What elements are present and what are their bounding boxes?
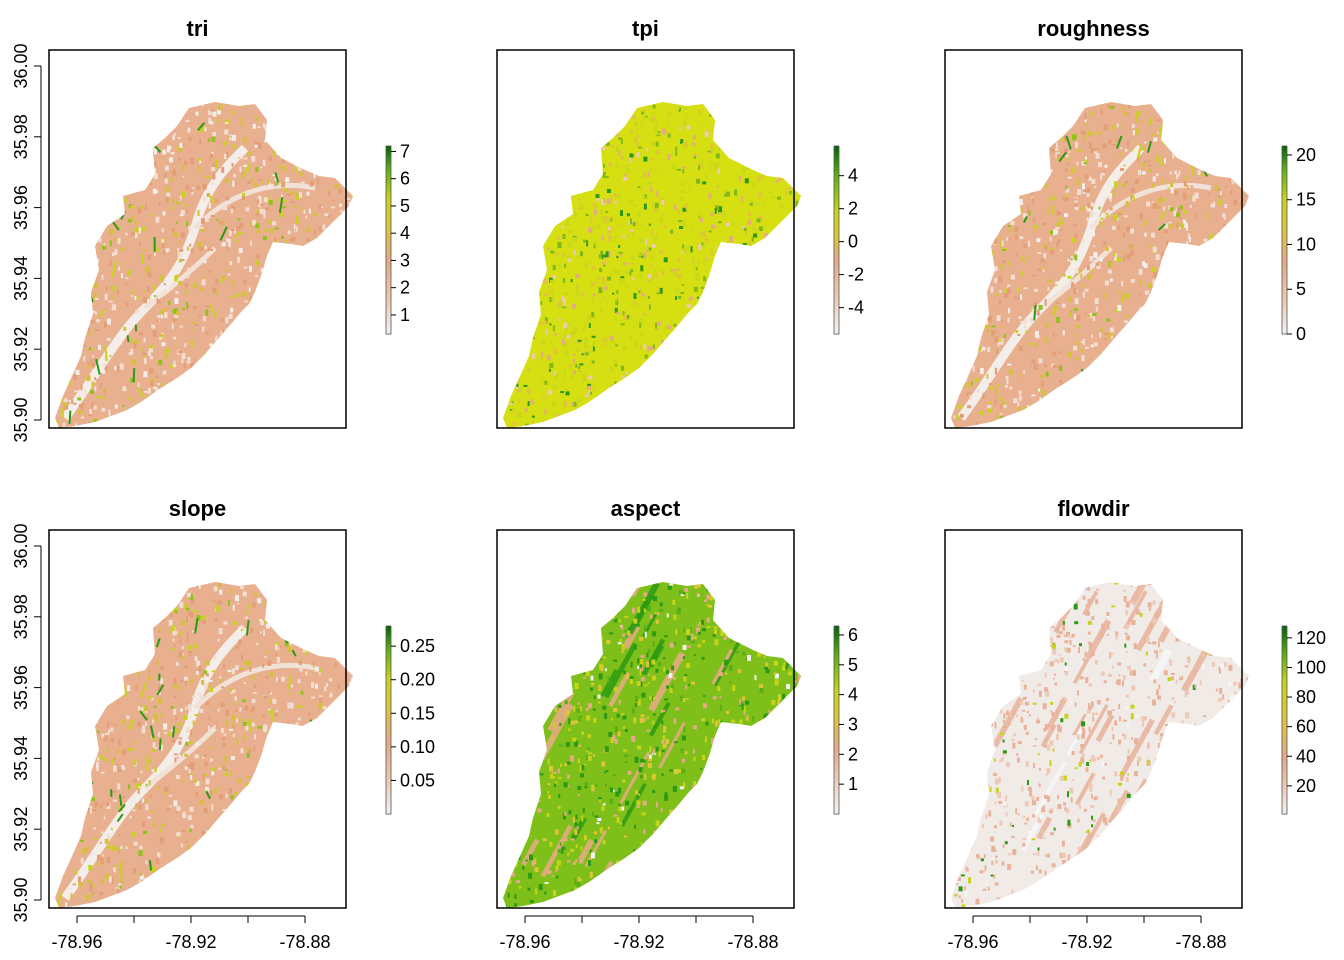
watershed-raster bbox=[503, 102, 801, 428]
legend-colorbar: 7 6 5 4 3 2 1 bbox=[385, 141, 410, 335]
x-tick-label: -78.92 bbox=[1061, 932, 1112, 952]
watershed-raster bbox=[503, 582, 801, 908]
watershed-raster bbox=[951, 582, 1249, 908]
y-tick-label: 36.00 bbox=[11, 43, 31, 88]
panel-title: aspect bbox=[611, 496, 681, 521]
y-axis: 36.00 35.98 35.96 35.94 35.92 35.90 bbox=[11, 43, 42, 443]
legend-label: 2 bbox=[400, 278, 410, 298]
legend-label: 40 bbox=[1296, 746, 1316, 766]
legend-label: 0.10 bbox=[400, 737, 435, 757]
panel-tri: tri 7 6 5 4 3 2 1 bbox=[48, 16, 410, 429]
x-tick-label: -78.92 bbox=[613, 932, 664, 952]
plot-frame bbox=[944, 49, 1243, 429]
legend-label: 1 bbox=[848, 774, 858, 794]
x-tick-label: -78.88 bbox=[279, 932, 330, 952]
y-tick-label: 36.00 bbox=[11, 523, 31, 568]
x-tick-label: -78.88 bbox=[727, 932, 778, 952]
panel-title: flowdir bbox=[1057, 496, 1130, 521]
legend-colorbar: 120 100 80 60 40 20 bbox=[1281, 625, 1326, 815]
legend-label: 2 bbox=[848, 744, 858, 764]
x-axis: -78.96 -78.92 -78.88 bbox=[499, 915, 779, 952]
legend-label: 15 bbox=[1296, 190, 1316, 210]
legend-label: 6 bbox=[848, 625, 858, 645]
legend-label: 100 bbox=[1296, 657, 1326, 677]
legend-label: 1 bbox=[400, 305, 410, 325]
legend-label: 3 bbox=[400, 250, 410, 270]
legend-label: 0.15 bbox=[400, 703, 435, 723]
y-axis: 36.00 35.98 35.96 35.94 35.92 35.90 bbox=[11, 523, 42, 923]
x-tick-label: -78.88 bbox=[1175, 932, 1226, 952]
panel-aspect: aspect 6 5 4 3 2 1 bbox=[496, 496, 858, 909]
legend-colorbar: 4 2 0 -2 -4 bbox=[833, 145, 864, 335]
y-tick-label: 35.94 bbox=[11, 736, 31, 781]
panel-title: tri bbox=[187, 16, 209, 41]
y-tick-label: 35.98 bbox=[11, 114, 31, 159]
y-tick-label: 35.92 bbox=[11, 807, 31, 852]
legend-label: 5 bbox=[1296, 279, 1306, 299]
legend-label: 0 bbox=[1296, 324, 1306, 344]
panel-tpi: tpi 4 2 0 -2 -4 bbox=[496, 16, 864, 429]
plot-frame bbox=[48, 49, 347, 429]
legend-label: -2 bbox=[848, 265, 864, 285]
plot-frame bbox=[944, 529, 1243, 909]
legend-colorbar: 20 15 10 5 0 bbox=[1281, 145, 1316, 344]
watershed-raster bbox=[55, 582, 353, 908]
legend-colorbar: 6 5 4 3 2 1 bbox=[833, 625, 858, 815]
legend-label: 3 bbox=[848, 714, 858, 734]
legend-label: 80 bbox=[1296, 687, 1316, 707]
y-tick-label: 35.92 bbox=[11, 327, 31, 372]
legend-label: 4 bbox=[848, 166, 858, 186]
panel-roughness: roughness 20 15 10 5 0 bbox=[944, 16, 1316, 429]
legend-colorbar: 0.25 0.20 0.15 0.10 0.05 bbox=[385, 625, 435, 815]
legend-label: 0.25 bbox=[400, 636, 435, 656]
legend-label: 7 bbox=[400, 141, 410, 161]
x-tick-label: -78.92 bbox=[165, 932, 216, 952]
legend-label: 2 bbox=[848, 199, 858, 219]
y-tick-label: 35.96 bbox=[11, 665, 31, 710]
legend-label: 10 bbox=[1296, 234, 1316, 254]
plot-frame bbox=[496, 529, 795, 909]
y-tick-label: 35.98 bbox=[11, 594, 31, 639]
panel-title: slope bbox=[169, 496, 226, 521]
legend-label: -4 bbox=[848, 298, 864, 318]
x-tick-label: -78.96 bbox=[947, 932, 998, 952]
x-tick-label: -78.96 bbox=[51, 932, 102, 952]
legend-label: 0 bbox=[848, 232, 858, 252]
legend-label: 5 bbox=[848, 655, 858, 675]
legend-label: 6 bbox=[400, 169, 410, 189]
legend-label: 0.05 bbox=[400, 770, 435, 790]
plot-frame bbox=[496, 49, 795, 429]
panel-title: roughness bbox=[1037, 16, 1149, 41]
legend-label: 20 bbox=[1296, 776, 1316, 796]
x-axis: -78.96 -78.92 -78.88 bbox=[51, 915, 331, 952]
y-tick-label: 35.90 bbox=[11, 877, 31, 922]
y-tick-label: 35.90 bbox=[11, 397, 31, 442]
panel-slope: slope 0.25 0.20 0.15 0.10 0.05 bbox=[48, 496, 435, 909]
y-tick-label: 35.94 bbox=[11, 256, 31, 301]
plot-frame bbox=[48, 529, 347, 909]
panel-flowdir: flowdir 120 100 80 60 40 20 bbox=[944, 496, 1326, 909]
legend-label: 120 bbox=[1296, 628, 1326, 648]
legend-label: 4 bbox=[848, 685, 858, 705]
x-axis: -78.96 -78.92 -78.88 bbox=[947, 915, 1227, 952]
panel-title: tpi bbox=[632, 16, 659, 41]
watershed-raster bbox=[951, 102, 1249, 428]
legend-label: 5 bbox=[400, 196, 410, 216]
watershed-raster bbox=[55, 102, 353, 428]
legend-label: 60 bbox=[1296, 717, 1316, 737]
y-tick-label: 35.96 bbox=[11, 185, 31, 230]
x-tick-label: -78.96 bbox=[499, 932, 550, 952]
legend-label: 20 bbox=[1296, 145, 1316, 165]
legend-label: 0.20 bbox=[400, 670, 435, 690]
legend-label: 4 bbox=[400, 223, 410, 243]
